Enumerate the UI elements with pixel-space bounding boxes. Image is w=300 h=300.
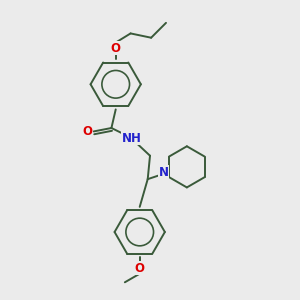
Text: N: N (158, 166, 168, 178)
Text: O: O (111, 42, 121, 55)
Text: NH: NH (122, 131, 141, 145)
Text: O: O (135, 262, 145, 275)
Text: O: O (82, 125, 92, 138)
